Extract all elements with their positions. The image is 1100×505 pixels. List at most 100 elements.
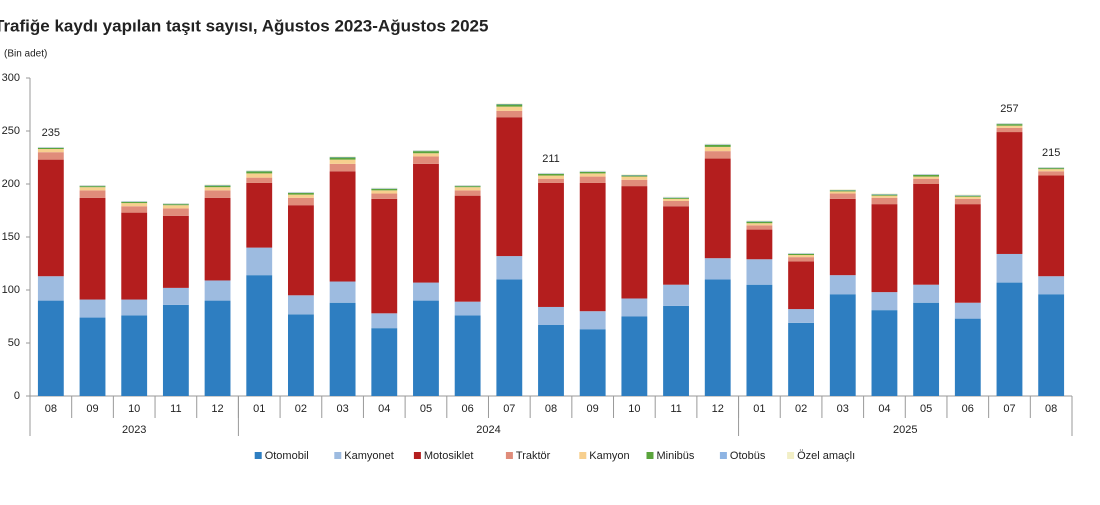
x-tick-label: 01: [753, 403, 765, 415]
bar-segment: [162, 203, 189, 204]
bar-segment: [579, 329, 606, 396]
bar-segment: [37, 152, 64, 160]
bar-segment: [579, 311, 606, 330]
bar-segment: [287, 205, 314, 296]
bar-segment: [913, 173, 940, 175]
bar-segment: [704, 143, 731, 145]
bar-segment: [454, 301, 481, 316]
bar-segment: [371, 328, 398, 396]
bar-segment: [746, 259, 773, 285]
x-tick-label: 03: [336, 403, 348, 415]
bar-segment: [996, 124, 1023, 126]
bar-segment: [371, 190, 398, 194]
bar-segment: [162, 203, 189, 205]
bar-segment: [746, 284, 773, 396]
x-tick-label: 10: [128, 403, 140, 415]
bar-segment: [287, 314, 314, 396]
bar-segment: [413, 300, 439, 396]
bar-segment: [413, 150, 439, 151]
bar-segment: [329, 157, 356, 160]
bar-segment: [204, 185, 231, 188]
bar-segment: [829, 189, 856, 190]
bar-segment: [371, 313, 398, 329]
bar-segment: [1038, 168, 1065, 170]
bar-segment: [788, 255, 815, 258]
bar-segment: [746, 225, 773, 230]
bar-segment: [621, 174, 648, 176]
legend-label: Otomobil: [265, 450, 309, 462]
bar-segment: [621, 316, 648, 396]
bar-segment: [746, 223, 773, 226]
bar-segment: [996, 125, 1023, 128]
bar-segment: [329, 281, 356, 303]
bar-segment: [1038, 276, 1065, 295]
bar-segment: [371, 193, 398, 199]
bar-segment: [663, 197, 689, 199]
bar-segment: [496, 103, 523, 105]
bar-segment: [788, 252, 815, 254]
bar-segment: [454, 315, 481, 396]
y-tick-label: 100: [2, 284, 20, 296]
bar-segment: [829, 193, 856, 199]
bar-segment: [746, 221, 773, 224]
x-tick-label: 04: [378, 403, 390, 415]
bar-segment: [121, 315, 148, 396]
bar-segment: [996, 132, 1023, 254]
bar-segment: [1038, 167, 1065, 169]
bar-segment: [413, 282, 439, 301]
bar-segment: [579, 171, 606, 172]
bar-segment: [246, 173, 273, 178]
bar-segment: [413, 153, 439, 157]
bar-segment: [579, 173, 606, 177]
bar-segment: [954, 194, 981, 196]
bar-segment: [704, 144, 731, 145]
bar-segment: [913, 184, 940, 285]
bar-segment: [496, 256, 523, 280]
y-tick-label: 0: [14, 390, 20, 402]
bar-segment: [1038, 175, 1065, 277]
bar-segment: [579, 182, 606, 312]
x-tick-label: 06: [962, 403, 974, 415]
bar-segment: [204, 184, 231, 186]
bar-segment: [371, 188, 398, 189]
bar-segment: [79, 190, 106, 198]
bar-segment: [246, 171, 273, 174]
bar-segment: [538, 178, 564, 183]
bar-segment: [204, 185, 231, 186]
bar-segment: [162, 215, 189, 288]
bar-segment: [788, 322, 815, 396]
bar-segment: [871, 204, 898, 293]
legend-label: Kamyon: [589, 450, 629, 462]
bar-segment: [329, 156, 356, 157]
y-axis-label: (Bin adet): [4, 49, 47, 60]
bar-segment: [538, 173, 564, 174]
total-label: 257: [1000, 103, 1018, 115]
bar-segment: [246, 170, 273, 171]
bar-segment: [621, 298, 648, 317]
bar-segment: [954, 196, 981, 199]
total-label: 215: [1042, 147, 1060, 159]
bar-segment: [371, 198, 398, 314]
bar-segment: [79, 197, 106, 300]
bar-segment: [704, 151, 731, 159]
legend-label: Traktör: [516, 450, 551, 462]
bar-segment: [663, 197, 689, 198]
bar-segment: [538, 173, 564, 176]
bar-segment: [746, 221, 773, 222]
bar-segment: [454, 195, 481, 302]
bar-segment: [121, 202, 148, 204]
bar-segment: [996, 123, 1023, 125]
x-tick-label: 09: [86, 403, 98, 415]
legend-swatch: [254, 452, 262, 459]
bar-segment: [204, 197, 231, 281]
legend-swatch: [505, 452, 513, 459]
bar-segment: [913, 284, 940, 303]
legend-label: Motosiklet: [424, 450, 474, 462]
bar-segment: [496, 279, 523, 396]
x-tick-label: 10: [628, 403, 640, 415]
bar-segment: [329, 163, 356, 172]
bar-segment: [162, 205, 189, 209]
bar-segment: [246, 247, 273, 276]
bar-segment: [287, 191, 314, 193]
